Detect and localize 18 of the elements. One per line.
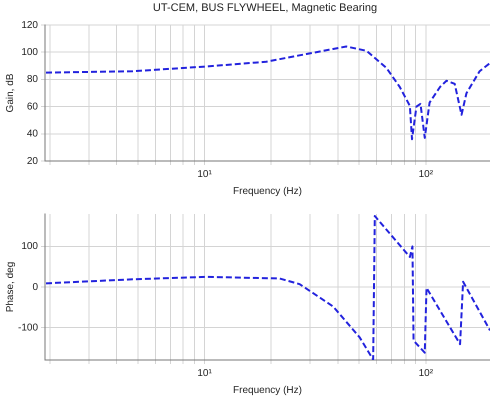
y-tick-label: 20: [26, 156, 38, 167]
x-tick-label: 10²: [418, 168, 434, 180]
y-tick-label: 120: [21, 20, 38, 31]
y-tick-label: 100: [21, 46, 38, 58]
y-tick-label: 0: [32, 282, 38, 293]
y-tick-label: -100: [18, 322, 38, 334]
y-axis-title: Gain, dB: [4, 73, 16, 112]
x-tick-label: 10¹: [197, 368, 212, 379]
y-tick-label: 40: [26, 128, 38, 140]
y-tick-label: 60: [26, 101, 38, 112]
x-tick-label: 10²: [418, 368, 434, 379]
x-tick-label: 10¹: [197, 168, 212, 180]
x-axis-title: Frequency (Hz): [233, 186, 302, 197]
chart-title: UT-CEM, BUS FLYWHEEL, Magnetic Bearing: [152, 2, 378, 14]
x-axis-title: Frequency (Hz): [233, 384, 302, 396]
y-axis-title: Phase, deg: [4, 262, 16, 312]
y-tick-label: 80: [26, 74, 38, 86]
y-tick-label: 100: [21, 241, 38, 252]
